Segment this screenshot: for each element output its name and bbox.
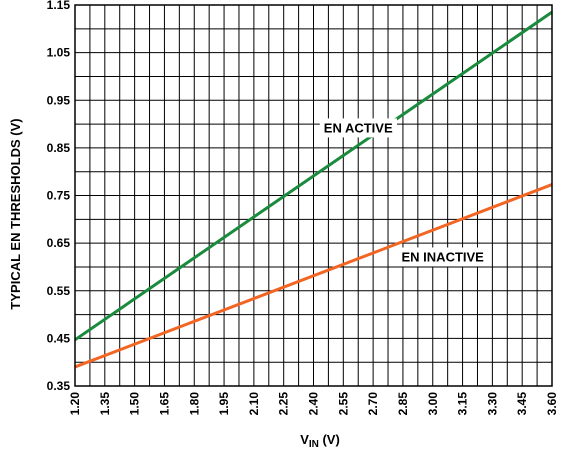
x-tick-label: 2.10 — [247, 392, 261, 416]
x-axis-title: VIN (V) — [300, 432, 340, 450]
series-line-en-inactive — [74, 183, 553, 369]
y-tick-label: 1.05 — [47, 46, 71, 60]
x-tick-label: 3.00 — [426, 392, 440, 416]
x-tick-label: 1.80 — [187, 392, 201, 416]
y-tick-label: 0.35 — [47, 379, 71, 393]
grid-lines — [75, 5, 552, 386]
x-tick-label: 3.30 — [485, 392, 499, 416]
x-tick-label: 2.85 — [396, 392, 410, 416]
series-line-en-active — [74, 10, 553, 342]
series-annotation: EN INACTIVE — [397, 247, 489, 267]
y-tick-label: 0.65 — [47, 236, 71, 250]
x-tick-label: 1.50 — [128, 392, 142, 416]
x-tick-labels: 1.20 1.35 1.50 1.65 1.80 1.95 2.10 2.25 2.40 2.55… — [68, 392, 559, 416]
x-tick-label: 2.40 — [307, 392, 321, 416]
annotation-background — [319, 118, 397, 138]
x-tick-label: 3.45 — [515, 392, 529, 416]
x-tick-label: 2.55 — [336, 392, 350, 416]
annotation-label: EN ACTIVE — [324, 120, 393, 135]
y-tick-label: 0.85 — [47, 141, 71, 155]
annotation-label: EN INACTIVE — [402, 249, 485, 264]
annotations: EN ACTIVE EN INACTIVE — [319, 118, 489, 267]
y-tick-label: 0.45 — [47, 331, 71, 345]
series-annotation: EN ACTIVE — [319, 118, 397, 138]
y-tick-label: 0.75 — [47, 189, 71, 203]
x-tick-label: 2.25 — [277, 392, 291, 416]
x-tick-label: 1.35 — [98, 392, 112, 416]
annotation-background — [397, 247, 489, 267]
x-tick-label: 3.15 — [456, 392, 470, 416]
plot-frame — [74, 4, 553, 387]
y-axis-title: TYPICAL EN THRESHOLDS (V) — [8, 118, 23, 309]
y-tick-label: 0.55 — [47, 284, 71, 298]
x-tick-label: 1.95 — [217, 392, 231, 416]
y-tick-labels: 0.35 0.45 0.55 0.65 0.75 0.85 0.95 1.05 1.15 — [47, 0, 71, 393]
y-tick-label: 1.15 — [47, 0, 71, 12]
y-tick-label: 0.95 — [47, 93, 71, 107]
x-tick-label: 1.65 — [157, 392, 171, 416]
x-tick-label: 3.60 — [545, 392, 559, 416]
x-tick-label: 2.70 — [366, 392, 380, 416]
x-tick-label: 1.20 — [68, 392, 82, 416]
series-lines — [74, 10, 553, 369]
